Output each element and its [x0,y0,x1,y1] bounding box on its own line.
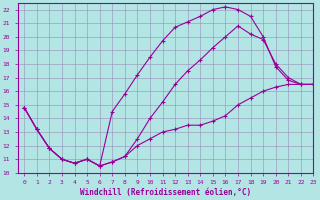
X-axis label: Windchill (Refroidissement éolien,°C): Windchill (Refroidissement éolien,°C) [80,188,251,197]
